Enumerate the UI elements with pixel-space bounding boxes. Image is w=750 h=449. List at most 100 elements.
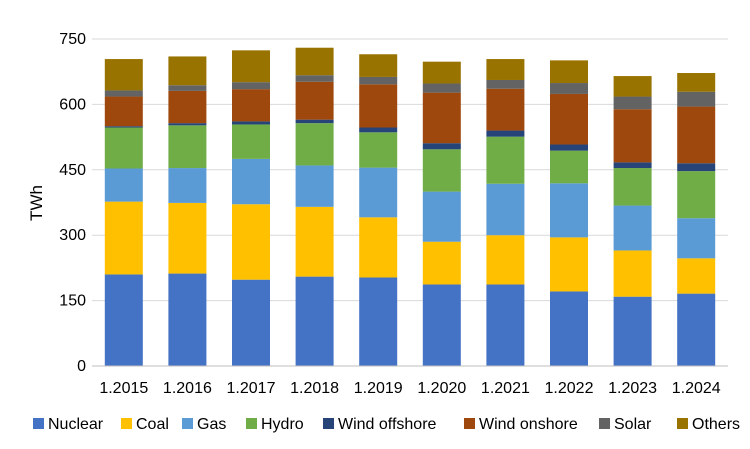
bar-segment-solar [677, 91, 716, 107]
bar-segment-gas [168, 168, 207, 203]
bar-segment-nuclear [232, 279, 270, 366]
bar-segment-wind-offshore [104, 126, 143, 128]
bar-segment-hydro [613, 168, 652, 206]
bar-segment-wind-onshore [613, 109, 652, 163]
legend-swatch [121, 418, 132, 429]
y-tick-label: 600 [59, 96, 86, 113]
bar-segment-hydro [295, 123, 334, 166]
legend: Nuclear Coal Gas Hydro Wind offshore Wind ons… [33, 416, 740, 433]
bar-segment-hydro [677, 171, 716, 219]
x-tick-label: 1.2016 [163, 380, 212, 397]
bar-segment-coal [422, 241, 461, 285]
legend-label: Gas [197, 416, 226, 433]
x-tick-label: 1.2024 [672, 380, 721, 397]
legend-label: Wind offshore [338, 416, 437, 433]
x-tick-label: 1.2019 [354, 380, 403, 397]
legend-label: Coal [136, 416, 169, 433]
bar-segment-nuclear [104, 274, 143, 366]
bar-segment-coal [168, 202, 207, 274]
bar-segment-wind-offshore [295, 119, 334, 124]
bar-segment-wind-onshore [359, 84, 398, 128]
bar-segment-hydro [359, 132, 398, 168]
bar-segment-gas [613, 205, 652, 251]
bar-segment-wind-offshore [677, 163, 716, 172]
bar-segment-gas [104, 168, 143, 202]
bar-segment-solar [104, 90, 143, 97]
x-tick-label: 1.2015 [99, 380, 148, 397]
bar-segment-solar [422, 83, 461, 93]
bar-segment-others [613, 76, 652, 97]
legend-swatch [323, 418, 334, 429]
bar-segment-others [168, 56, 207, 86]
bar-segment-wind-onshore [550, 93, 588, 145]
bar-segment-nuclear [422, 284, 461, 366]
legend-label: Nuclear [48, 416, 104, 433]
bar-segment-wind-onshore [677, 106, 716, 164]
x-tick-label: 1.2021 [481, 380, 530, 397]
y-tick-label: 300 [59, 227, 86, 244]
bar-segment-coal [359, 217, 398, 278]
bar-segment-others [422, 61, 461, 84]
bar-segment-solar [232, 82, 270, 90]
bar-segment-coal [613, 250, 652, 297]
bar-segment-wind-offshore [359, 127, 398, 133]
bar-segment-others [550, 60, 588, 84]
bar-segment-solar [613, 96, 652, 110]
bar-segment-solar [168, 85, 207, 91]
x-tick-label: 1.2018 [290, 380, 339, 397]
bar-segment-solar [486, 79, 525, 89]
legend-label: Others [692, 416, 740, 433]
y-tick-label: 450 [59, 162, 86, 179]
bar-segment-wind-onshore [168, 90, 207, 124]
bar-segment-coal [295, 206, 334, 277]
bar-segment-coal [232, 204, 270, 280]
bar-segment-wind-offshore [613, 162, 652, 169]
bar-segment-gas [359, 167, 398, 218]
bar-segment-hydro [550, 150, 588, 184]
bar-segment-gas [232, 158, 270, 205]
bar-segment-nuclear [295, 276, 334, 366]
legend-swatch [33, 418, 44, 429]
bar-segment-hydro [104, 127, 143, 169]
bar-segment-gas [295, 165, 334, 207]
bar-segment-gas [550, 183, 588, 238]
bar-segment-wind-offshore [422, 143, 461, 150]
legend-swatch [599, 418, 610, 429]
bar-segment-hydro [232, 124, 270, 159]
x-tick-label: 1.2020 [417, 380, 466, 397]
legend-swatch [677, 418, 688, 429]
bar-segment-nuclear [168, 273, 207, 366]
y-axis-title: TWh [27, 185, 46, 221]
x-tick-label: 1.2023 [608, 380, 657, 397]
bar-segment-wind-onshore [422, 92, 461, 144]
bar-segment-gas [677, 218, 716, 259]
y-tick-label: 750 [59, 31, 86, 48]
bar-segment-hydro [422, 149, 461, 192]
bar-segment-coal [677, 258, 716, 294]
bar-segment-coal [486, 235, 525, 285]
bar-segment-wind-offshore [486, 130, 525, 137]
bar-segment-nuclear [613, 296, 652, 366]
bar-segment-gas [486, 183, 525, 236]
bar-segment-others [295, 47, 334, 76]
bar-segment-nuclear [486, 284, 525, 366]
bar-segment-wind-offshore [550, 144, 588, 151]
bars [104, 47, 716, 366]
bar-segment-coal [104, 201, 143, 275]
bar-segment-wind-onshore [232, 89, 270, 122]
bar-segment-others [359, 54, 398, 77]
bar-segment-others [677, 73, 716, 92]
legend-label: Wind onshore [479, 416, 578, 433]
bar-segment-solar [295, 75, 334, 82]
bar-segment-hydro [486, 136, 525, 184]
legend-label: Hydro [261, 416, 304, 433]
bar-segment-wind-offshore [168, 123, 207, 126]
legend-swatch [182, 418, 193, 429]
bar-segment-nuclear [359, 277, 398, 366]
bar-segment-wind-onshore [295, 81, 334, 120]
bar-segment-others [232, 50, 270, 83]
y-tick-label: 150 [59, 293, 86, 310]
bar-segment-others [486, 59, 525, 80]
bar-segment-nuclear [550, 291, 588, 366]
x-tick-label: 1.2022 [545, 380, 594, 397]
